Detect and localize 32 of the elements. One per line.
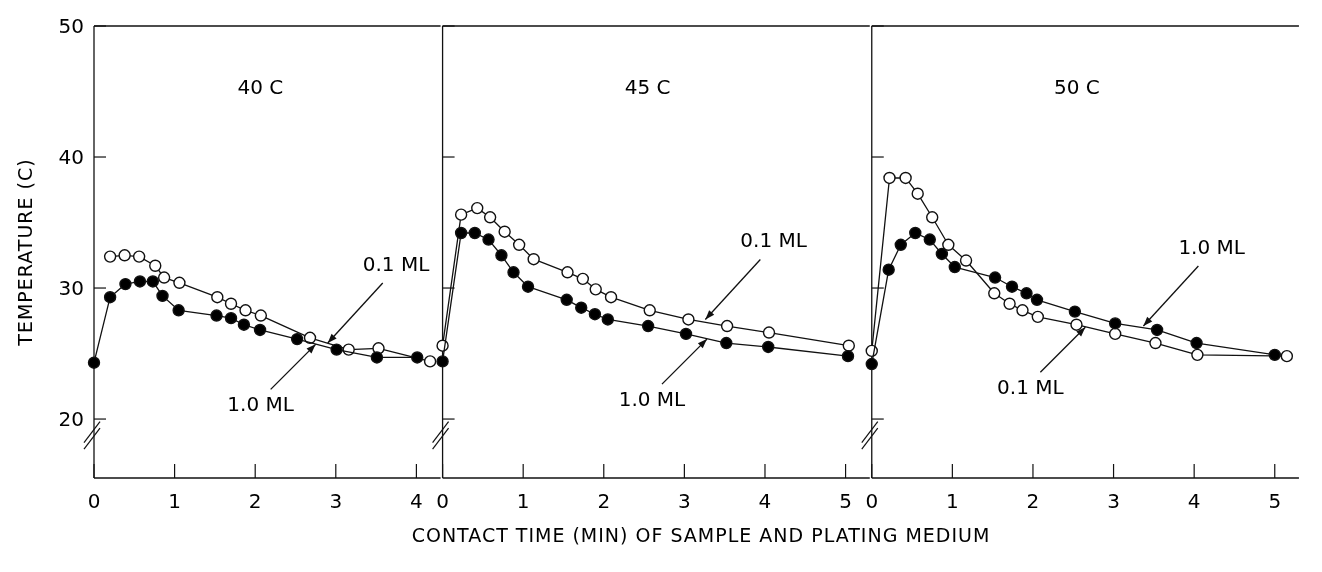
annotation: 1.0 ML — [1178, 235, 1246, 260]
x-tick-label: 2 — [248, 489, 262, 513]
annotation: 1.0 ML — [227, 392, 295, 417]
x-tick-label: 3 — [329, 489, 343, 513]
y-tick-label: 30 — [58, 276, 84, 301]
x-tick-label: 3 — [678, 489, 691, 513]
x-tick-label: 1 — [168, 489, 181, 513]
y-axis-title: TEMPERATURE (C) — [14, 158, 36, 347]
x-tick-label: 0 — [436, 489, 449, 513]
x-tick-label: 4 — [758, 489, 772, 513]
x-tick-label: 2 — [1026, 489, 1040, 513]
x-tick-label: 0 — [865, 489, 879, 513]
y-tick-label: 50 — [58, 14, 84, 38]
annotation: 0.1 ML — [362, 252, 431, 277]
x-tick-label: 5 — [839, 489, 852, 513]
x-tick-label: 1 — [516, 489, 530, 513]
annotation: 0.1 ML — [740, 228, 808, 253]
y-tick-label: 40 — [58, 145, 84, 170]
x-tick-label: 1 — [945, 489, 959, 513]
x-tick-label: 2 — [597, 489, 611, 513]
text: 40 C — [237, 75, 284, 99]
text: 45 C — [624, 75, 671, 99]
x-tick-label: 5 — [1268, 489, 1282, 513]
text: 50 C — [1053, 75, 1100, 99]
annotation: 0.1 ML — [997, 375, 1065, 400]
y-tick-label: 20 — [58, 407, 84, 432]
annotation: 1.0 ML — [618, 387, 687, 412]
x-axis-title: CONTACT TIME (MIN) OF SAMPLE AND PLATING MEDIUM — [411, 524, 991, 546]
x-tick-label: 0 — [87, 489, 101, 513]
x-tick-label: 4 — [410, 489, 423, 513]
x-tick-label: 3 — [1107, 489, 1120, 513]
x-tick-label: 4 — [1187, 489, 1201, 513]
